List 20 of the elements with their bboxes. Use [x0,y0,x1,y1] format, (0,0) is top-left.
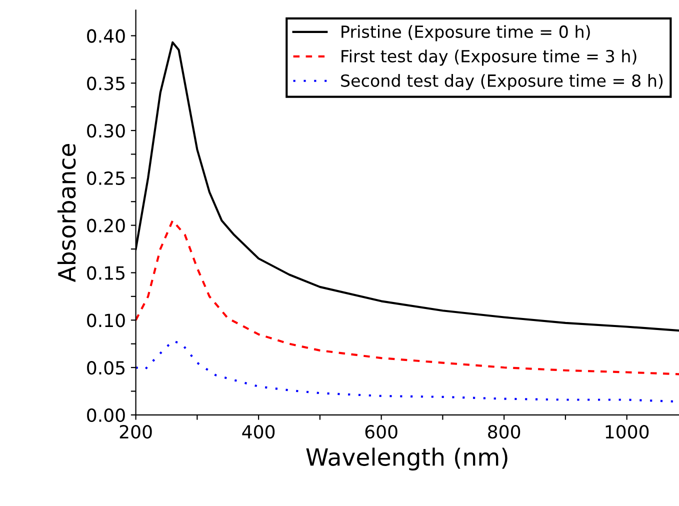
y-axis-title: Absorbance [57,144,76,282]
y-tick-label: 0.15 [87,266,124,280]
legend-label: Second test day (Exposure time = 8 h) [341,74,663,90]
x-tick-label: 600 [365,424,398,439]
y-tick-label: 0.30 [87,124,125,138]
x-tick-label: 1000 [606,424,649,439]
y-tick-label: 0.35 [87,76,124,90]
line-series [136,220,679,376]
y-tick-label: 0.20 [87,218,125,232]
y-tick-label: 0.10 [87,314,125,328]
x-tick-label: 200 [120,424,152,439]
x-tick-label: 800 [488,424,520,439]
y-tick-label: 0.00 [87,408,125,422]
y-tick-label: 0.40 [87,29,125,43]
y-tick-label: 0.25 [87,171,124,186]
y-tick-label: 0.05 [87,360,124,375]
legend-label: First test day (Exposure time = 3 h) [342,50,636,66]
legend-label: Pristine (Exposure time = 0 h) [342,25,590,42]
x-tick-label: 400 [242,424,275,439]
x-axis-title: Wavelength (nm) [306,448,508,471]
